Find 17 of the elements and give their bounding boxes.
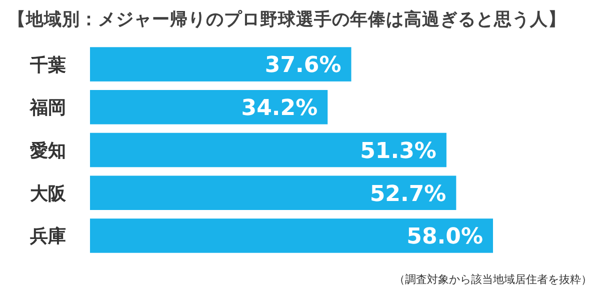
- y-tick-label: 大阪: [29, 183, 67, 204]
- bar: [90, 47, 352, 82]
- y-tick-label: 兵庫: [29, 226, 66, 248]
- data-label: 52.7%: [370, 182, 446, 207]
- bar: [90, 176, 456, 210]
- data-label: 58.0%: [406, 224, 483, 250]
- text: （調査対象から該当地域居住者を抜粋）: [394, 273, 592, 286]
- chart-title: 【地域別：メジャー帰りのプロ野球選手の年俸は高過ぎると思う人】: [8, 9, 566, 30]
- bar: [90, 90, 328, 124]
- y-tick-label: 千葉: [29, 54, 66, 76]
- y-tick-label: 愛知: [30, 140, 66, 162]
- data-label: 51.3%: [360, 138, 436, 164]
- data-label: 37.6%: [264, 53, 342, 78]
- bar: [90, 132, 446, 168]
- y-tick-label: 福岡: [29, 98, 66, 119]
- bar: [90, 218, 493, 253]
- data-label: 34.2%: [241, 96, 318, 122]
